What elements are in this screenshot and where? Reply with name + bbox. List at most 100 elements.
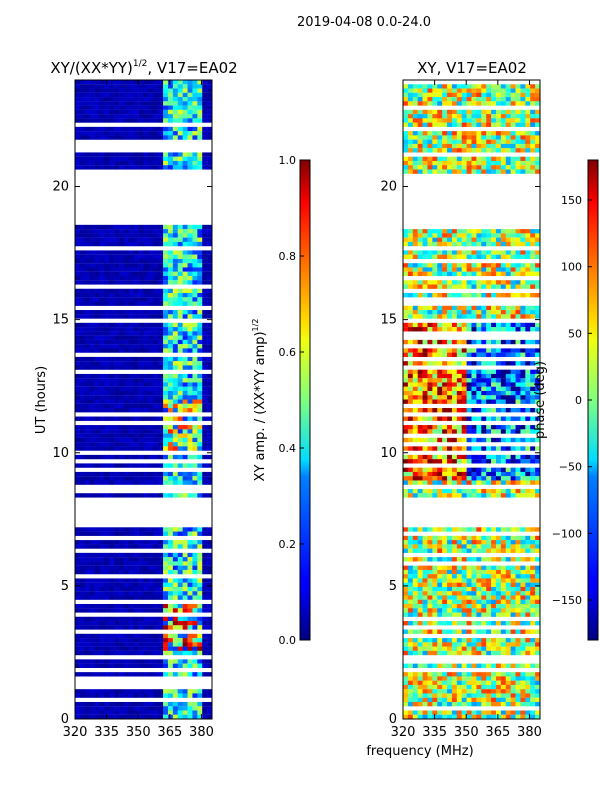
heatmap-cell [109, 84, 115, 89]
heatmap-cell [114, 701, 120, 707]
heatmap-cell [119, 105, 125, 110]
heatmap-cell [407, 565, 414, 570]
heatmap-cell [167, 156, 174, 162]
heatmap-cell [182, 416, 188, 421]
heatmap-cell [447, 527, 453, 532]
heatmap-cell [104, 229, 110, 234]
heatmap-cell [138, 135, 144, 140]
heatmap-cell [202, 97, 208, 102]
heatmap-cell [114, 621, 120, 626]
heatmap-cell [133, 429, 139, 434]
heatmap-cell [525, 569, 531, 575]
heatmap-cell [84, 625, 90, 630]
heatmap-cell [471, 446, 477, 451]
heatmap-cell [123, 314, 130, 319]
heatmap-cell [505, 327, 511, 332]
heatmap-cell [530, 97, 536, 102]
heatmap-cell [412, 454, 418, 460]
heatmap-cell [167, 254, 174, 260]
heatmap-cell [202, 714, 208, 719]
heatmap-cell [104, 373, 110, 379]
heatmap-cell [192, 595, 198, 600]
heatmap-cell [192, 616, 198, 622]
heatmap-cell [192, 710, 198, 715]
heatmap-cell [177, 586, 183, 592]
heatmap-cell [515, 548, 521, 553]
heatmap-cell [486, 595, 492, 600]
heatmap-cell [451, 293, 458, 298]
heatmap-cell [182, 578, 188, 583]
heatmap-cell [148, 114, 154, 119]
heatmap-cell [403, 382, 409, 387]
heatmap-cell [187, 693, 193, 698]
heatmap-cell [84, 416, 90, 421]
heatmap-cell [148, 446, 154, 451]
heatmap-cell [530, 373, 536, 379]
heatmap-cell [495, 378, 502, 383]
heatmap-cell [138, 633, 144, 639]
heatmap-cell [94, 314, 100, 319]
heatmap-cell [197, 335, 203, 340]
heatmap-cell [481, 322, 487, 328]
heatmap-cell [510, 574, 516, 579]
heatmap-cell [432, 574, 438, 579]
heatmap-cell [75, 267, 81, 272]
heatmap-cell [192, 557, 198, 562]
heatmap-cell [89, 642, 95, 647]
heatmap-cell [525, 395, 531, 400]
heatmap-cell [104, 224, 110, 230]
heatmap-cell [407, 535, 414, 541]
heatmap-cell [481, 254, 487, 260]
heatmap-cell [133, 293, 139, 298]
heatmap-cell [422, 527, 428, 532]
heatmap-cell [99, 710, 105, 715]
heatmap-cell [500, 237, 507, 242]
heatmap-cell [192, 361, 198, 366]
heatmap-cell [442, 399, 448, 404]
heatmap-cell [442, 310, 448, 315]
heatmap-cell [471, 395, 477, 400]
heatmap-cell [510, 88, 516, 93]
heatmap-cell [197, 288, 203, 294]
heatmap-cell [461, 595, 467, 600]
heatmap-cell [94, 327, 100, 332]
heatmap-cell [486, 446, 492, 451]
heatmap-cell [417, 578, 423, 583]
heatmap-cell [437, 97, 443, 102]
heatmap-cell [505, 293, 511, 298]
heatmap-cell [432, 267, 438, 272]
heatmap-cell [447, 114, 453, 119]
heatmap-cell [94, 621, 100, 626]
heatmap-cell [119, 335, 125, 340]
heatmap-cell [403, 348, 409, 353]
heatmap-cell [123, 646, 130, 651]
heatmap-cell [486, 361, 492, 366]
heatmap-cell [172, 331, 179, 336]
heatmap-cell [148, 659, 154, 664]
heatmap-cell [114, 344, 120, 349]
heatmap-cell [114, 569, 120, 575]
heatmap-cell [505, 131, 511, 136]
heatmap-cell [491, 540, 497, 545]
heatmap-cell [123, 131, 130, 136]
heatmap-cell [515, 390, 521, 396]
heatmap-cell [197, 356, 203, 362]
heatmap-cell [505, 92, 511, 98]
heatmap-cell [412, 395, 418, 400]
heatmap-cell [172, 442, 179, 447]
heatmap-cell [407, 229, 414, 234]
heatmap-cell [138, 118, 144, 123]
heatmap-cell [500, 586, 507, 592]
heatmap-cell [109, 454, 115, 460]
heatmap-cell [167, 689, 174, 694]
heatmap-cell [500, 582, 507, 588]
heatmap-cell [535, 101, 540, 106]
heatmap-cell [491, 160, 497, 166]
heatmap-cell [403, 373, 409, 379]
heatmap-cell [530, 595, 536, 600]
heatmap-cell [148, 714, 154, 719]
heatmap-cell [84, 80, 90, 85]
heatmap-cell [123, 642, 130, 647]
heatmap-cell [109, 331, 115, 336]
heatmap-cell [192, 160, 198, 166]
